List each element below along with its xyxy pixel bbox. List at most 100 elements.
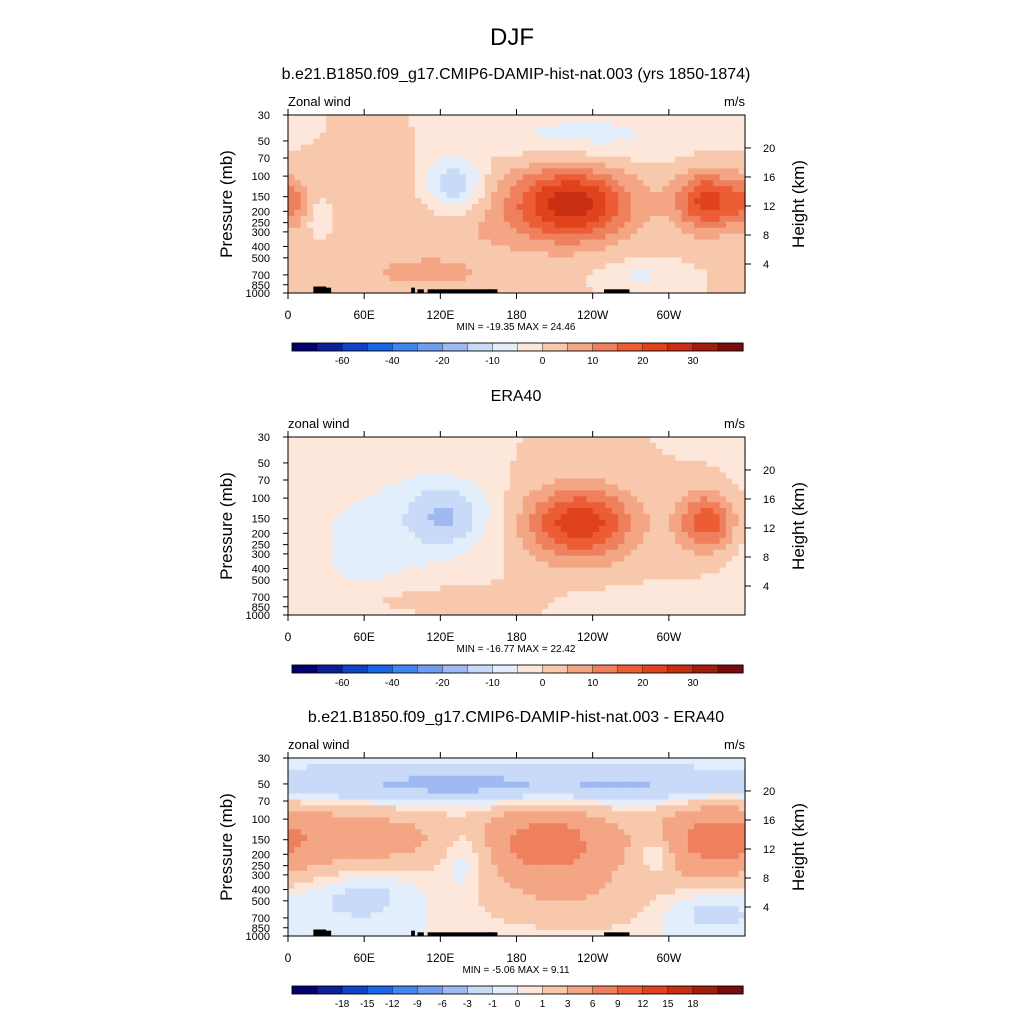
field-cell (326, 239, 334, 247)
field-cell (637, 275, 645, 282)
field-cell (668, 472, 676, 480)
field-cell (599, 520, 606, 527)
field-cell (383, 763, 391, 771)
field-cell (497, 775, 505, 783)
field-cell (472, 490, 480, 497)
field-cell (440, 215, 448, 223)
field-cell (345, 257, 353, 264)
field-cell (300, 180, 308, 187)
field-cell (433, 793, 441, 801)
field-cell (713, 490, 721, 497)
field-cell (472, 174, 480, 181)
field-cell (370, 442, 378, 450)
field-cell (592, 514, 600, 521)
field-cell (560, 174, 568, 181)
y-tick-label: 150 (252, 192, 270, 204)
field-cell (738, 763, 746, 771)
field-cell (446, 758, 454, 765)
field-cell (421, 174, 429, 181)
field-cell (599, 126, 606, 134)
field-cell (433, 180, 441, 187)
field-cell (687, 484, 695, 491)
field-cell (656, 526, 664, 533)
y-tick-label: 200 (252, 528, 270, 540)
field-cell (713, 769, 721, 777)
field-cell (522, 132, 530, 140)
field-cell (656, 221, 664, 229)
field-cell (554, 496, 562, 503)
field-cell (637, 150, 645, 158)
field-cell (351, 769, 359, 777)
field-cell (725, 567, 733, 575)
field-cell (484, 239, 492, 247)
field-cell (624, 174, 632, 181)
field-cell (440, 120, 448, 128)
field-cell (421, 144, 429, 152)
field-cell (649, 781, 657, 789)
field-cell (681, 209, 689, 217)
field-cell (484, 156, 492, 164)
right-tick-label: 8 (763, 230, 769, 242)
field-cell (599, 198, 606, 205)
field-cell (548, 502, 556, 509)
field-cell (414, 162, 422, 169)
field-cell (694, 585, 702, 592)
field-cell (719, 239, 727, 247)
field-cell (364, 245, 372, 253)
field-cell (656, 591, 664, 598)
field-cell (599, 591, 606, 598)
field-cell (478, 508, 486, 515)
field-cell (472, 281, 480, 288)
field-cell (586, 162, 594, 169)
field-cell (313, 281, 321, 288)
field-cell (370, 174, 378, 181)
field-cell (510, 138, 518, 146)
field-cell (725, 251, 733, 258)
field-cell (433, 543, 441, 551)
field-cell (573, 549, 581, 557)
field-cell (383, 454, 391, 462)
field-cell (453, 168, 460, 175)
field-cell (719, 245, 727, 253)
field-cell (345, 233, 353, 241)
field-cell (605, 132, 613, 140)
field-cell (548, 526, 556, 533)
field-cell (579, 549, 587, 557)
field-cell (357, 549, 365, 557)
field-cell (313, 215, 321, 223)
field-cell (332, 781, 340, 789)
field-cell (624, 437, 632, 444)
field-cell (738, 781, 746, 789)
field-cell (662, 603, 670, 610)
field-cell (472, 787, 480, 795)
field-cell (294, 567, 302, 575)
field-cell (433, 484, 441, 491)
field-cell (516, 769, 524, 777)
field-cell (522, 138, 530, 146)
field-cell (383, 531, 391, 539)
field-cell (675, 204, 683, 211)
field-cell (573, 245, 581, 253)
field-cell (472, 793, 480, 801)
field-cell (389, 168, 397, 175)
field-cell (573, 472, 581, 480)
field-cell (560, 531, 568, 539)
field-cell (478, 567, 486, 575)
field-cell (332, 787, 340, 795)
field-cell (656, 186, 664, 193)
field-cell (713, 514, 721, 521)
field-cell (351, 448, 359, 456)
field-cell (491, 257, 499, 264)
field-cell (586, 186, 594, 193)
field-cell (694, 144, 702, 152)
field-cell (694, 597, 702, 604)
field-cell (503, 251, 511, 258)
field-cell (541, 257, 549, 264)
field-cell (541, 239, 549, 247)
field-cell (478, 198, 486, 205)
field-cell (402, 180, 410, 187)
field-cell (637, 531, 645, 539)
field-cell (484, 209, 492, 217)
field-cell (427, 549, 435, 557)
field-cell (687, 269, 695, 276)
